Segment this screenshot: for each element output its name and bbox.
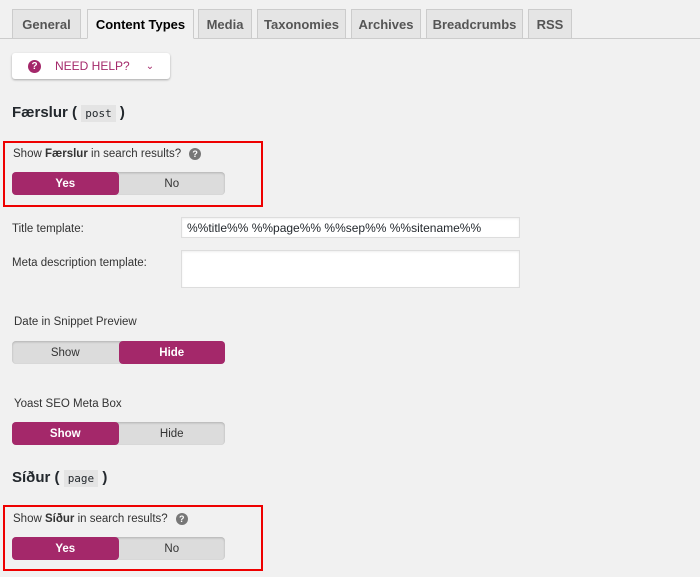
page-type-slug: page [63,470,99,487]
tab-archives[interactable]: Archives [351,9,421,39]
post-type-slug: post [81,105,116,122]
need-help-label: NEED HELP? [55,59,130,73]
no-option[interactable]: No [164,542,180,555]
hide-option[interactable]: Hide [118,341,225,364]
yes-option[interactable]: Yes [12,537,119,560]
title-template-label: Title template: [12,223,84,235]
show-option[interactable]: Show [12,422,119,445]
tab-general[interactable]: General [12,9,81,39]
yes-option[interactable]: Yes [12,172,119,195]
show-pages-label: Show Síður in search results?? [13,513,188,525]
highlight-box [3,505,263,571]
meta-box-label: Yoast SEO Meta Box [14,398,122,410]
chevron-down-icon: ⌄ [145,60,155,72]
no-option[interactable]: No [164,177,180,190]
page-type-heading: Síður ( page ) [12,469,108,487]
show-posts-toggle[interactable]: Yes No [12,172,225,195]
date-snippet-toggle[interactable]: Show Hide [12,341,225,364]
show-posts-label: Show Færslur in search results?? [13,148,202,160]
meta-description-textarea[interactable] [181,250,520,288]
highlight-box [3,141,263,207]
meta-box-toggle[interactable]: Show Hide [12,422,225,445]
tab-bar-divider [0,38,700,39]
help-icon[interactable]: ? [175,513,188,525]
help-icon[interactable]: ? [189,148,202,160]
need-help-button[interactable]: ? NEED HELP? ⌄ [12,53,170,79]
tab-rss[interactable]: RSS [528,9,572,39]
post-type-heading: Færslur ( post ) [12,104,125,122]
tab-breadcrumbs[interactable]: Breadcrumbs [426,9,523,39]
date-snippet-label: Date in Snippet Preview [14,316,137,328]
meta-description-label: Meta description template: [12,257,147,269]
question-circle-icon: ? [28,59,41,73]
show-option[interactable]: Show [50,346,80,359]
tab-content-types[interactable]: Content Types [87,9,194,39]
show-pages-toggle[interactable]: Yes No [12,537,225,560]
tab-taxonomies[interactable]: Taxonomies [257,9,346,39]
hide-option[interactable]: Hide [159,427,184,440]
tab-media[interactable]: Media [198,9,252,39]
title-template-input[interactable]: %%title%% %%page%% %%sep%% %%sitename%% [181,217,520,238]
